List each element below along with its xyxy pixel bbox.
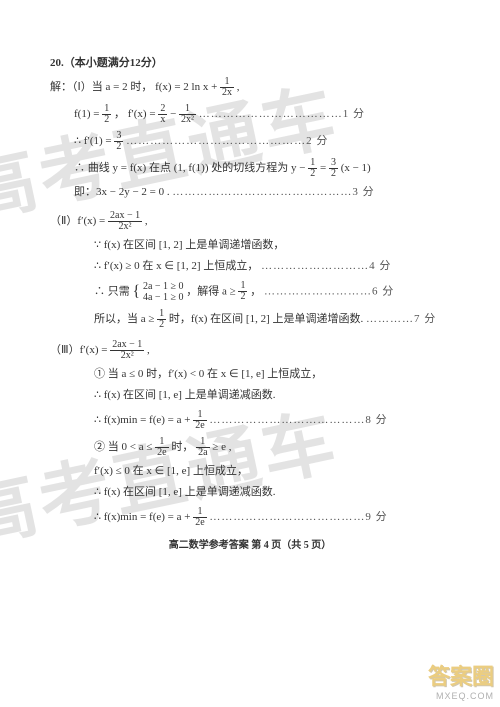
fraction: 2x: [158, 104, 167, 125]
text: ② 当 0 < a ≤: [94, 441, 155, 453]
brace-bot: 4a − 1 ≥ 0: [143, 292, 184, 303]
line-part1-5: 即：3x − 2y − 2 = 0 . ………………………………………3 分: [50, 185, 450, 200]
score-dots: ………………………………………3 分: [172, 186, 374, 198]
score-dots: ………………………………………2 分: [126, 135, 328, 147]
line-part1-3: ∴ f′(1) = 32 ………………………………………2 分: [50, 131, 450, 152]
fraction: 32: [114, 131, 123, 152]
text: ∴ 曲线 y = f(x) 在点 (1, f(1)) 处的切线方程为 y −: [74, 162, 308, 174]
den: 2: [308, 169, 317, 179]
text: (x − 1): [341, 162, 371, 174]
text: 解：（Ⅰ）当 a = 2 时，: [50, 81, 152, 93]
den: 2x²: [179, 115, 196, 125]
score-dots: ………………………6 分: [264, 285, 394, 297]
score-dots: …………………………………9 分: [209, 511, 387, 523]
text: 所以，当 a ≥: [94, 313, 157, 325]
den: 2x²: [108, 222, 142, 232]
text: （Ⅱ）f′(x) =: [50, 215, 108, 227]
fraction: 12e: [155, 437, 168, 458]
fraction: 12: [308, 158, 317, 179]
text: ，: [250, 285, 261, 297]
text: ∴ 只需: [94, 285, 133, 297]
score-dots: …………………………………8 分: [209, 414, 387, 426]
brace-icon: {: [133, 283, 141, 300]
score-dots: ………………………………1 分: [199, 108, 365, 120]
den: 2: [114, 142, 123, 152]
text: ∴ f′(1) =: [74, 135, 114, 147]
text: ∴ f(x)min = f(e) = a +: [94, 414, 193, 426]
line-part2-3: ∴ 只需 { 2a − 1 ≥ 0 4a − 1 ≥ 0 ，解得 a ≥ 12 …: [50, 281, 450, 303]
text: ∴ f(x)min = f(e) = a +: [94, 511, 193, 523]
line-part3-head: （Ⅲ）f′(x) = 2ax − 12x² ,: [50, 340, 450, 361]
den: 2: [102, 115, 111, 125]
line-part3-7: ∴ f(x)min = f(e) = a + 12e ……………………………………: [50, 507, 450, 528]
text: −: [170, 108, 179, 120]
line-part3-1: ① 当 a ≤ 0 时，f′(x) < 0 在 x ∈ [1, e] 上恒成立，: [50, 367, 450, 382]
fraction: 12e: [193, 507, 206, 528]
den: 2: [329, 169, 338, 179]
den: 2e: [193, 421, 206, 431]
num: 1: [193, 507, 206, 518]
q20-title: 20.（本小题满分12分）: [50, 56, 450, 71]
fraction: 2ax − 12x²: [108, 211, 142, 232]
line-part2-2: ∴ f′(x) ≥ 0 在 x ∈ [1, 2] 上恒成立， …………………………: [50, 259, 450, 274]
text: f(1) =: [74, 108, 102, 120]
text: ,: [145, 215, 148, 227]
brace-content: 2a − 1 ≥ 0 4a − 1 ≥ 0: [143, 281, 184, 303]
fraction: 2ax − 12x²: [110, 340, 144, 361]
den: 2: [157, 320, 166, 330]
line-part1-1: 解：（Ⅰ）当 a = 2 时， f(x) = 2 ln x + 12x ,: [50, 77, 450, 98]
line-part2-1: ∵ f(x) 在区间 [1, 2] 上是单调递增函数，: [50, 238, 450, 253]
line-part3-3: ∴ f(x)min = f(e) = a + 12e ……………………………………: [50, 410, 450, 431]
fraction: 12: [238, 281, 247, 302]
line-part1-4: ∴ 曲线 y = f(x) 在点 (1, f(1)) 处的切线方程为 y − 1…: [50, 158, 450, 179]
score-dots: …………7 分: [366, 313, 436, 325]
den: 2: [238, 292, 247, 302]
den: 2x²: [110, 351, 144, 361]
line-part2-head: （Ⅱ）f′(x) = 2ax − 12x² ,: [50, 211, 450, 232]
score-dots: ………………………4 分: [261, 260, 391, 272]
corner-wm-main: 答案圈: [428, 659, 494, 691]
text: ≥ e ,: [212, 441, 231, 453]
line-part2-4: 所以，当 a ≥ 12 时，f(x) 在区间 [1, 2] 上是单调递增函数. …: [50, 309, 450, 330]
corner-wm-sub: MXEQ.COM: [428, 691, 494, 701]
den: x: [158, 115, 167, 125]
page-content: 20.（本小题满分12分） 解：（Ⅰ）当 a = 2 时， f(x) = 2 l…: [0, 0, 500, 571]
fraction: 12: [102, 104, 111, 125]
text: ，解得 a ≥: [186, 285, 238, 297]
line-part3-2: ∴ f(x) 在区间 [1, e] 上是单调递减函数.: [50, 388, 450, 403]
text: f(x) = 2 ln x +: [155, 81, 220, 93]
den: 2x: [220, 88, 234, 98]
fraction: 12a: [196, 437, 209, 458]
text: 时，f(x) 在区间 [1, 2] 上是单调递增函数.: [169, 313, 363, 325]
line-part3-6: ∴ f(x) 在区间 [1, e] 上是单调递减函数.: [50, 485, 450, 500]
text: ∴ f′(x) ≥ 0 在 x ∈ [1, 2] 上恒成立，: [94, 260, 258, 272]
fraction: 12x²: [179, 104, 196, 125]
page-footer: 高二数学参考答案 第 4 页（共 5 页）: [50, 536, 450, 551]
den: 2e: [193, 518, 206, 528]
den: 2a: [196, 448, 209, 458]
text: =: [320, 162, 329, 174]
text: ， f′(x) =: [114, 108, 158, 120]
line-part1-2: f(1) = 12 ， f′(x) = 2x − 12x² ……………………………: [50, 104, 450, 125]
den: 2e: [155, 448, 168, 458]
fraction: 12e: [193, 410, 206, 431]
fraction: 12x: [220, 77, 234, 98]
text: 时，: [171, 441, 193, 453]
corner-watermark: 答案圈 MXEQ.COM: [428, 659, 494, 701]
line-part3-4: ② 当 0 < a ≤ 12e 时， 12a ≥ e ,: [50, 437, 450, 458]
fraction: 32: [329, 158, 338, 179]
line-part3-5: f′(x) ≤ 0 在 x ∈ [1, e] 上恒成立，: [50, 464, 450, 479]
text: （Ⅲ）f′(x) =: [50, 344, 110, 356]
fraction: 12: [157, 309, 166, 330]
text: 即：3x − 2y − 2 = 0 .: [74, 186, 170, 198]
text: ,: [147, 344, 150, 356]
brace-top: 2a − 1 ≥ 0: [143, 281, 184, 292]
